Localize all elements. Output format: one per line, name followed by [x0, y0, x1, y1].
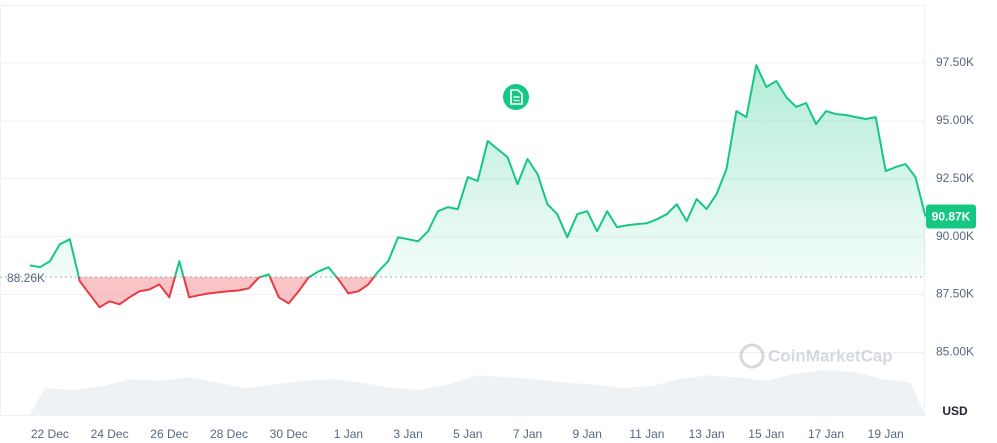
last-price-label: 90.87K	[932, 210, 971, 224]
watermark-text: CoinMarketCap	[768, 346, 893, 365]
x-tick-label: 22 Dec	[31, 427, 69, 441]
x-tick-label: 3 Jan	[393, 427, 422, 441]
news-icon[interactable]	[503, 84, 529, 110]
last-price-badge	[926, 204, 976, 229]
x-tick-label: 13 Jan	[689, 427, 725, 441]
currency-label: USD	[942, 404, 968, 418]
x-tick-label: 9 Jan	[573, 427, 602, 441]
x-tick-label: 11 Jan	[629, 427, 664, 441]
y-tick-label: 87.50K	[936, 287, 974, 301]
y-tick-label: 85.00K	[936, 345, 974, 359]
x-tick-label: 26 Dec	[150, 427, 188, 441]
price-area	[30, 65, 926, 308]
y-tick-label: 97.50K	[936, 55, 974, 69]
x-tick-label: 15 Jan	[748, 427, 784, 441]
x-tick-label: 7 Jan	[513, 427, 542, 441]
x-tick-label: 19 Jan	[868, 427, 904, 441]
x-tick-label: 1 Jan	[334, 427, 363, 441]
volume-area	[30, 370, 925, 415]
x-tick-label: 28 Dec	[210, 427, 248, 441]
y-tick-label: 92.50K	[936, 171, 974, 185]
x-tick-label: 17 Jan	[808, 427, 844, 441]
watermark: CoinMarketCap	[739, 343, 893, 369]
y-tick-label: 95.00K	[936, 113, 974, 127]
x-tick-label: 24 Dec	[91, 427, 129, 441]
x-tick-label: 5 Jan	[453, 427, 482, 441]
y-tick-label: 90.00K	[936, 229, 974, 243]
price-line	[29, 64, 927, 309]
x-tick-label: 30 Dec	[270, 427, 308, 441]
